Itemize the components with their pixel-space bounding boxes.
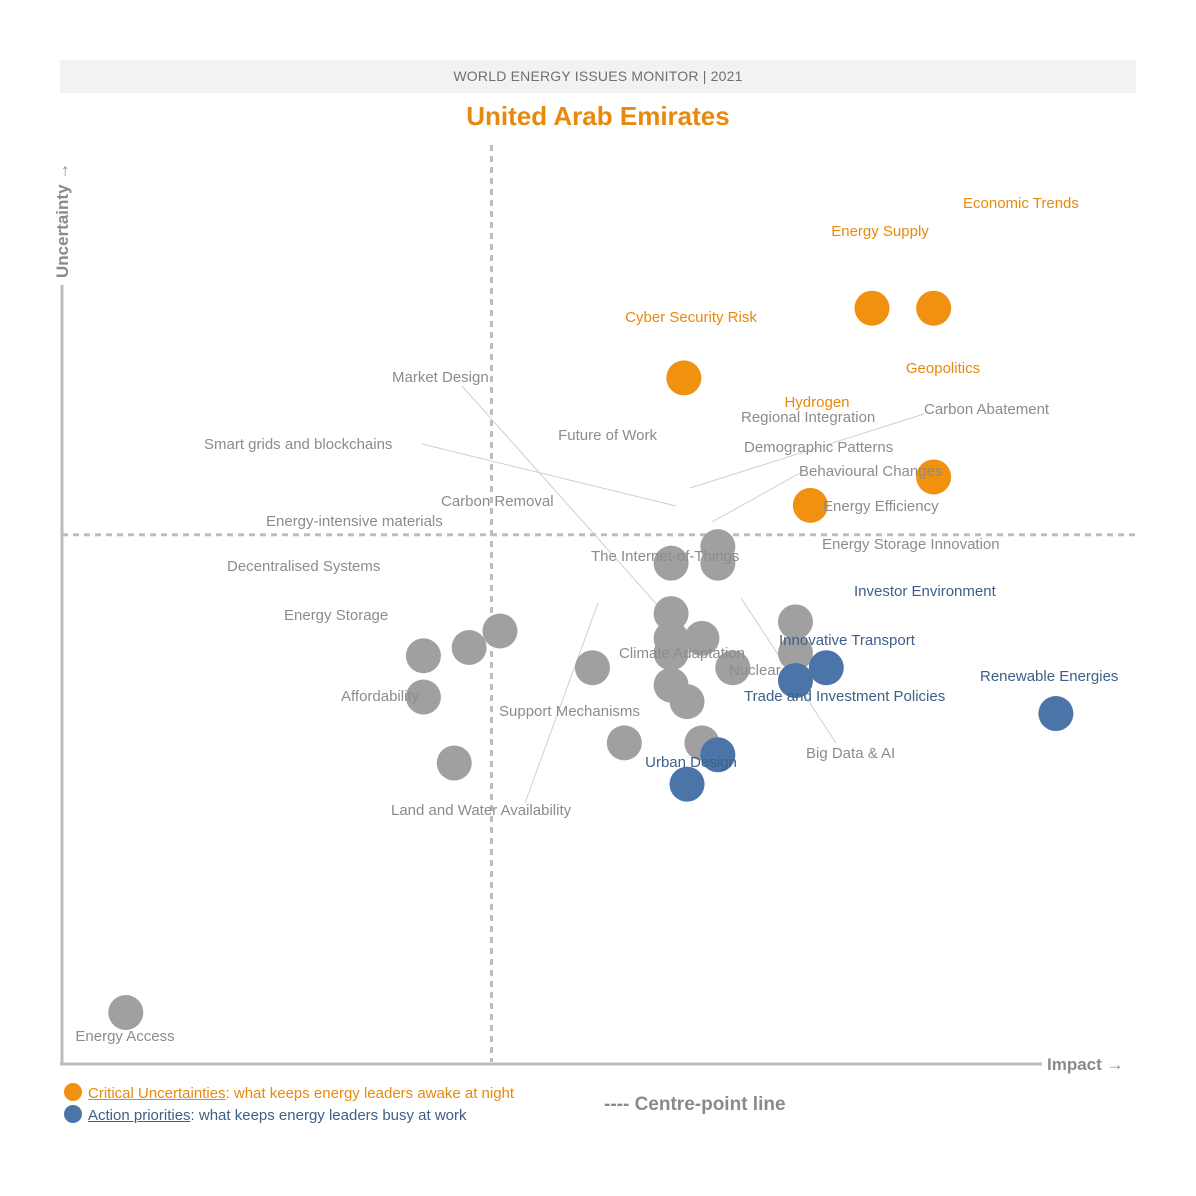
data-point-18 bbox=[808, 650, 844, 686]
data-label-15: Energy-intensive materials bbox=[266, 513, 443, 530]
data-point-27 bbox=[700, 737, 736, 773]
data-label-22: Big Data & AI bbox=[806, 745, 895, 762]
data-point-3 bbox=[916, 459, 952, 495]
data-point-0 bbox=[916, 290, 952, 326]
data-point-17 bbox=[405, 679, 441, 715]
legend-action-text: : what keeps energy leaders busy at work bbox=[190, 1107, 467, 1124]
data-label-21: The Internet-of-Things bbox=[591, 548, 739, 565]
data-point-25 bbox=[606, 725, 642, 761]
leader-line-9 bbox=[421, 443, 677, 507]
data-point-29 bbox=[669, 766, 705, 802]
data-label-16: Decentralised Systems bbox=[227, 558, 380, 575]
data-label-28: Affordability bbox=[341, 688, 420, 705]
data-label-3: Geopolitics bbox=[906, 360, 980, 377]
data-label-18: Investor Environment bbox=[854, 583, 997, 600]
data-point-12 bbox=[777, 604, 813, 640]
chart-title: United Arab Emirates bbox=[466, 101, 730, 131]
data-point-28 bbox=[436, 745, 472, 781]
data-label-11: Market Design bbox=[392, 369, 489, 386]
data-point-24 bbox=[1038, 696, 1074, 732]
data-label-7: Future of Work bbox=[558, 427, 657, 444]
data-point-10 bbox=[684, 620, 720, 656]
data-label-29: Urban Design bbox=[645, 754, 737, 771]
data-point-7 bbox=[653, 545, 689, 581]
data-label-13: Energy Storage Innovation bbox=[822, 536, 1000, 553]
data-point-30 bbox=[108, 994, 144, 1030]
data-label-5: Regional Integration bbox=[741, 409, 875, 426]
data-label-2: Cyber Security Risk bbox=[625, 309, 757, 326]
data-point-6 bbox=[700, 545, 736, 581]
data-label-17: Energy Storage bbox=[284, 607, 388, 624]
data-point-2 bbox=[666, 360, 702, 396]
data-point-1 bbox=[854, 290, 890, 326]
data-label-23: Climate Adaptation bbox=[619, 645, 745, 662]
data-label-4: Hydrogen bbox=[784, 394, 849, 411]
data-label-24: Renewable Energies bbox=[980, 668, 1118, 685]
report-title: WORLD ENERGY ISSUES MONITOR | 2021 bbox=[453, 68, 743, 84]
leader-line-10 bbox=[711, 471, 803, 523]
data-label-25: Support Mechanisms bbox=[499, 703, 640, 720]
data-label-6: Demographic Patterns bbox=[744, 439, 893, 456]
legend-critical-text: : what keeps energy leaders awake at nig… bbox=[225, 1085, 515, 1102]
data-point-23 bbox=[669, 684, 705, 720]
data-label-27: Trade and Investment Policies bbox=[744, 688, 945, 705]
data-point-15 bbox=[451, 630, 487, 666]
data-point-22 bbox=[715, 650, 751, 686]
leader-line-11 bbox=[461, 385, 677, 627]
action-dot-icon bbox=[64, 1105, 82, 1123]
data-point-13 bbox=[777, 635, 813, 671]
data-point-4 bbox=[792, 487, 828, 523]
data-point-20 bbox=[574, 650, 610, 686]
data-label-10: Behavioural Changes bbox=[799, 463, 942, 480]
centre-line-legend: ---- Centre-point line bbox=[604, 1094, 786, 1115]
x-axis-label: Impact → bbox=[1047, 1055, 1124, 1074]
leader-line-20 bbox=[524, 602, 599, 804]
data-point-11 bbox=[653, 635, 689, 671]
data-label-9: Smart grids and blockchains bbox=[204, 436, 392, 453]
data-point-19 bbox=[777, 663, 813, 699]
data-label-0: Economic Trends bbox=[963, 195, 1079, 212]
data-label-1: Energy Supply bbox=[831, 223, 929, 240]
legend-critical: Critical Uncertainties: what keeps energ… bbox=[64, 1083, 514, 1102]
data-point-8 bbox=[653, 596, 689, 632]
leader-line-8 bbox=[689, 413, 925, 489]
data-label-19: Innovative Transport bbox=[779, 632, 916, 649]
header-bar: WORLD ENERGY ISSUES MONITOR | 2021 bbox=[60, 60, 1136, 93]
critical-dot-icon bbox=[64, 1083, 82, 1101]
legend-critical-label: Critical Uncertainties bbox=[88, 1085, 226, 1102]
data-label-20: Land and Water Availability bbox=[391, 802, 572, 819]
data-label-8: Carbon Abatement bbox=[924, 401, 1050, 418]
legend-action-label: Action priorities bbox=[88, 1107, 191, 1124]
data-label-30: Energy Access bbox=[75, 1028, 174, 1045]
data-point-14 bbox=[482, 613, 518, 649]
data-label-14: Carbon Removal bbox=[441, 493, 554, 510]
legend-action: Action priorities: what keeps energy lea… bbox=[64, 1105, 467, 1124]
data-point-16 bbox=[405, 638, 441, 674]
data-label-26: Nuclear bbox=[729, 662, 781, 679]
data-label-12: Energy Efficiency bbox=[823, 498, 939, 515]
y-axis-label: Uncertainty → bbox=[53, 163, 72, 278]
